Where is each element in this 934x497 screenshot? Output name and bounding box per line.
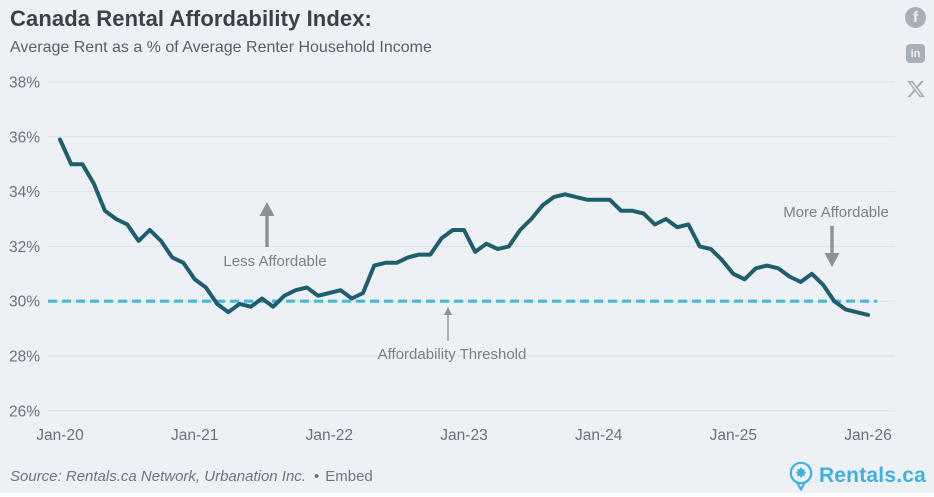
x-tick-label-Jan-23: Jan-23 xyxy=(440,427,487,444)
y-tick-label-28: 28% xyxy=(9,349,40,366)
affordability-chart: 38% 36% 34% 32% 30% 28% 26% Jan-20 Jan-21 Jan-22 J… xyxy=(9,75,895,444)
social-share-bar: f in xyxy=(905,7,926,99)
x-tick-label-Jan-20: Jan-20 xyxy=(36,427,84,444)
y-tick-label-26: 26% xyxy=(9,403,40,420)
linkedin-glyph: in xyxy=(910,47,921,60)
y-tick-label-34: 34% xyxy=(9,184,40,201)
logo-text: Rentals.ca xyxy=(818,464,926,487)
chart-subtitle: Average Rent as a % of Average Renter Ho… xyxy=(10,39,432,56)
chart-title: Canada Rental Affordability Index: xyxy=(10,6,372,31)
annotation-arrow-head-affordability-threshold xyxy=(444,307,452,315)
footer-separator: • xyxy=(313,467,320,485)
x-tick-label-Jan-25: Jan-25 xyxy=(710,427,757,444)
annotation-arrow-head-less-affordable xyxy=(259,202,275,216)
y-tick-label-38: 38% xyxy=(9,75,40,92)
y-tick-label-36: 36% xyxy=(9,129,40,146)
facebook-share-icon[interactable]: f xyxy=(905,7,926,28)
linkedin-share-icon[interactable]: in xyxy=(906,44,925,63)
source-text: Source: Rentals.ca Network, Urbanation I… xyxy=(10,467,306,485)
facebook-glyph: f xyxy=(913,9,918,26)
chart-header: Canada Rental Affordability Index: Avera… xyxy=(10,6,432,57)
affordability-index-line xyxy=(58,137,870,317)
x-tick-label-Jan-24: Jan-24 xyxy=(575,427,623,444)
annotation-label-more-affordable: More Affordable xyxy=(783,204,889,221)
x-tick-label-Jan-22: Jan-22 xyxy=(306,427,353,444)
x-tick-label-Jan-21: Jan-21 xyxy=(171,427,218,444)
embed-link[interactable]: Embed xyxy=(325,467,373,485)
x-tick-label-Jan-26: Jan-26 xyxy=(844,427,891,444)
rentals-ca-logo[interactable]: Rentals.ca xyxy=(788,461,926,491)
y-tick-label-32: 32% xyxy=(9,239,40,256)
annotation-label-affordability-threshold: Affordability Threshold xyxy=(378,346,527,363)
y-tick-label-30: 30% xyxy=(9,294,40,311)
annotation-arrow-head-more-affordable xyxy=(824,253,840,267)
annotation-label-less-affordable: Less Affordable xyxy=(223,253,326,270)
maple-leaf-pin-icon xyxy=(789,461,813,491)
chart-footer: Source: Rentals.ca Network, Urbanation I… xyxy=(10,461,926,491)
bottom-strip xyxy=(0,493,934,497)
x-share-icon[interactable] xyxy=(906,79,926,99)
